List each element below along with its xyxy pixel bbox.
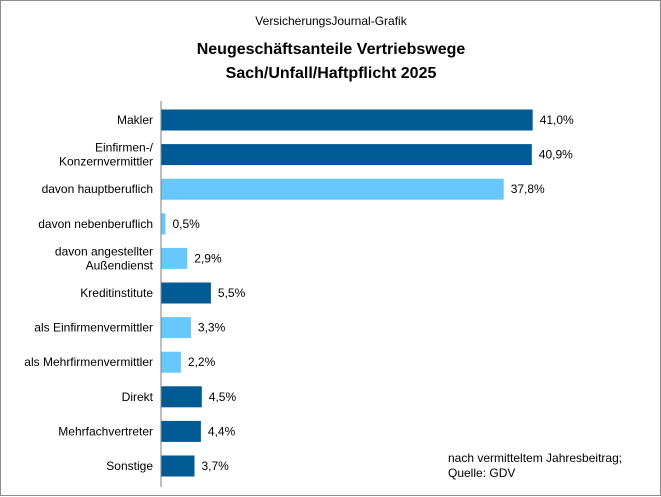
chart-title-line-2: Sach/Unfall/Haftpflicht 2025	[226, 65, 437, 82]
bar-1	[161, 144, 532, 166]
value-label-8: 4,5%	[209, 390, 237, 404]
bar-8	[161, 386, 202, 408]
category-label-2: davon hauptberuflich	[42, 182, 153, 196]
value-label-4: 2,9%	[194, 251, 222, 265]
bar-3	[161, 213, 166, 235]
category-label-9: Mehrfachvertreter	[58, 424, 153, 438]
category-label-0: Makler	[117, 113, 153, 127]
category-label-1-line-1: Konzernvermittler	[59, 155, 153, 169]
bar-2	[161, 178, 504, 200]
bar-6	[161, 317, 191, 339]
value-label-6: 3,3%	[198, 321, 226, 335]
plot-area: 41,0% Makler 40,9% Einfirmen-/Konzernvermit…	[24, 101, 574, 487]
chart-title-line-1: Neugeschäftsanteile Vertriebswege	[197, 41, 466, 58]
value-label-7: 2,2%	[188, 355, 216, 369]
category-label-7: als Mehrfirmenvermittler	[24, 355, 153, 369]
bar-7	[161, 351, 181, 373]
bar-5	[161, 282, 211, 304]
category-label-6: als Einfirmenvermittler	[34, 321, 153, 335]
value-label-10: 3,7%	[202, 459, 230, 473]
category-label-10: Sonstige	[106, 459, 153, 473]
chart-supertitle: VersicherungsJournal-Grafik	[255, 14, 407, 28]
source-note-line-2: Quelle: GDV	[448, 466, 515, 480]
value-label-5: 5,5%	[218, 286, 246, 300]
category-label-8: Direkt	[122, 390, 154, 404]
category-label-4-line-0: davon angestellter	[55, 244, 153, 258]
value-label-3: 0,5%	[173, 217, 201, 231]
bar-10	[161, 455, 195, 477]
value-label-0: 41,0%	[540, 113, 574, 127]
bar-9	[161, 420, 201, 442]
bar-0	[161, 109, 533, 131]
bar-4	[161, 247, 188, 269]
category-label-1-line-0: Einfirmen-/	[95, 141, 154, 155]
category-label-5: Kreditinstitute	[80, 286, 153, 300]
value-label-2: 37,8%	[511, 182, 545, 196]
source-note-line-1: nach vermitteltem Jahresbeitrag;	[448, 451, 622, 465]
value-label-9: 4,4%	[208, 424, 236, 438]
category-label-3: davon nebenberuflich	[38, 217, 153, 231]
value-label-1: 40,9%	[539, 148, 573, 162]
category-label-4-line-1: Außendienst	[86, 258, 154, 272]
